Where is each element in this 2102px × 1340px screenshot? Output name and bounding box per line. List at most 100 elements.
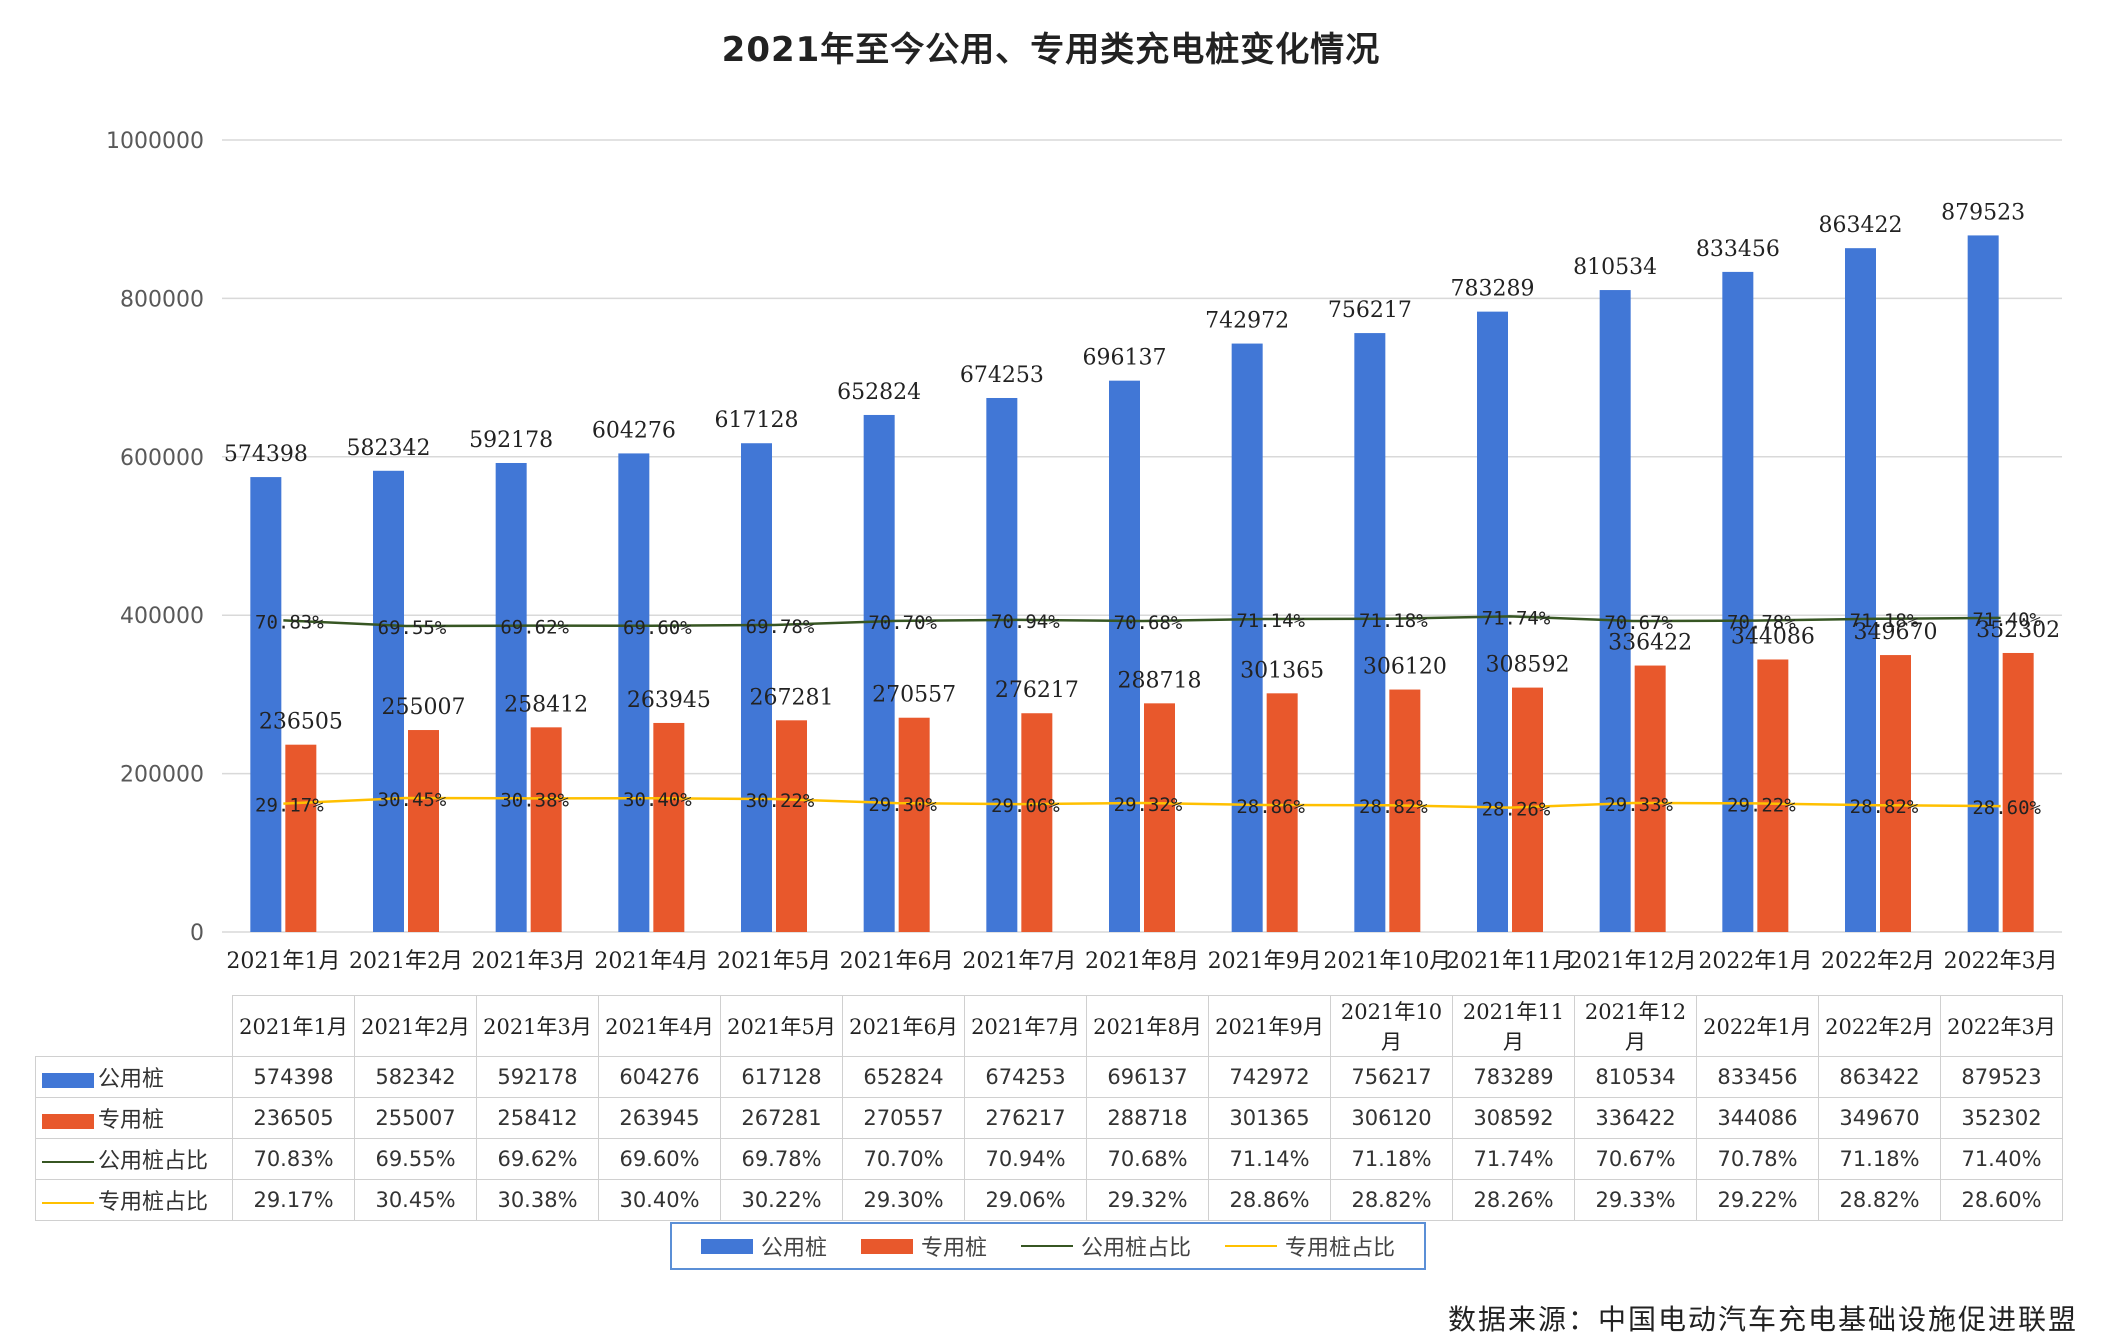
- table-row: 公用桩 574398 582342 592178 604276 617128 652824 6…: [35, 1056, 2063, 1098]
- table-col-header: 2021年11月: [1452, 995, 1575, 1057]
- table-cell: 306120: [1330, 1097, 1453, 1139]
- legend-item: 专用桩: [860, 1230, 987, 1262]
- bar-private-label: 352302: [1976, 618, 2060, 643]
- table-cell: 255007: [354, 1097, 477, 1139]
- bar-private-label: 258412: [504, 692, 588, 717]
- line-public-ratio-label: 71.18%: [1850, 610, 1919, 632]
- bar-private: [285, 744, 317, 932]
- bar-public-label: 756217: [1328, 298, 1412, 323]
- bar-private: [1389, 689, 1421, 932]
- legend-swatch: [700, 1238, 753, 1254]
- bar-public-label: 742972: [1205, 309, 1289, 334]
- table-cell: 879523: [1940, 1056, 2063, 1098]
- table-row: 专用桩占比 29.17% 30.45% 30.38% 30.40% 30.22% 29.30…: [35, 1179, 2063, 1221]
- bar-public-label: 652824: [837, 380, 921, 405]
- line-public-ratio-label: 71.18%: [1359, 610, 1428, 632]
- y-axis-ticks: 0 200000 400000 600000 800000 1000000: [106, 129, 204, 946]
- bar-public-label: 863422: [1819, 213, 1903, 238]
- table-col-header: 2021年2月: [354, 995, 477, 1057]
- y-tick-label: 1000000: [106, 129, 204, 154]
- table-row-label: 公用桩占比: [35, 1138, 233, 1180]
- table-cell: 70.94%: [964, 1138, 1087, 1180]
- bar-public: [618, 453, 650, 932]
- bar-public-label: 833456: [1696, 237, 1780, 262]
- table-cell: 617128: [720, 1056, 843, 1098]
- table-cell: 604276: [598, 1056, 721, 1098]
- table-cell: 29.06%: [964, 1179, 1087, 1221]
- bar-public: [1722, 271, 1754, 933]
- line-public-ratio-label: 71.14%: [1236, 610, 1305, 632]
- bar-private: [1880, 655, 1911, 932]
- table-cell: 810534: [1574, 1056, 1697, 1098]
- x-tick-label: 2022年1月: [1698, 949, 1812, 974]
- bar-private: [2002, 652, 2034, 932]
- line-private-ratio-label: 30.40%: [623, 789, 692, 811]
- x-tick-label: 2021年4月: [594, 949, 708, 974]
- line-private-ratio-label: 28.82%: [1359, 796, 1428, 818]
- line-private-ratio-label: 29.33%: [1604, 794, 1673, 816]
- table-cell: 674253: [964, 1056, 1087, 1098]
- data-labels: 574398 236505 582342 255007 592178 258412 6042…: [224, 200, 2060, 820]
- table-corner: [35, 995, 233, 1057]
- y-tick-label: 200000: [120, 763, 204, 788]
- table-cell: 71.18%: [1330, 1138, 1453, 1180]
- table-row: 专用桩 236505 255007 258412 263945 267281 270557 2…: [35, 1097, 2063, 1139]
- table-cell: 70.83%: [232, 1138, 355, 1180]
- series-name: 公用桩: [98, 1067, 165, 1092]
- line-public-ratio: [283, 615, 2001, 628]
- line-public-ratio-label: 70.70%: [868, 612, 937, 634]
- line-private-ratio-label: 29.17%: [255, 795, 324, 817]
- table-col-header: 2021年4月: [598, 995, 721, 1057]
- line-private-ratio-label: 28.60%: [1972, 797, 2041, 819]
- table-col-header: 2021年8月: [1086, 995, 1209, 1057]
- bar-public: [250, 477, 282, 932]
- bar-public-label: 592178: [469, 428, 553, 453]
- table-col-header: 2022年2月: [1818, 995, 1941, 1057]
- series-swatch: [42, 1072, 94, 1088]
- table-col-header: 2021年12月: [1574, 995, 1697, 1057]
- line-private-ratio-label: 28.86%: [1236, 796, 1305, 818]
- line-public-ratio-label: 69.55%: [378, 617, 447, 639]
- table-cell: 29.33%: [1574, 1179, 1697, 1221]
- table-cell: 742972: [1208, 1056, 1331, 1098]
- bar-private-label: 288718: [1118, 668, 1202, 693]
- bar-private: [1266, 693, 1298, 932]
- x-tick-label: 2021年12月: [1569, 949, 1697, 974]
- x-tick-label: 2022年3月: [1944, 949, 2058, 974]
- line-private-ratio-label: 29.06%: [991, 795, 1060, 817]
- bar-public-label: 604276: [592, 418, 676, 443]
- table-cell: 236505: [232, 1097, 355, 1139]
- table-col-header: 2021年5月: [720, 995, 843, 1057]
- bar-public: [986, 397, 1018, 932]
- bar-private-label: 301365: [1240, 658, 1324, 683]
- table-row-label: 专用桩: [35, 1097, 233, 1139]
- table-cell: 70.78%: [1696, 1138, 1819, 1180]
- bar-public: [863, 414, 895, 932]
- line-private-ratio-label: 29.32%: [1114, 794, 1183, 816]
- line-public-ratio-label: 69.62%: [500, 617, 569, 639]
- legend-label: 专用桩: [920, 1236, 987, 1261]
- bar-private: [408, 730, 439, 932]
- legend-label: 公用桩: [760, 1236, 827, 1261]
- legend-label: 公用桩占比: [1081, 1236, 1192, 1261]
- table-cell: 263945: [598, 1097, 721, 1139]
- bar-public-label: 783289: [1451, 277, 1535, 302]
- bar-private-label: 344086: [1731, 624, 1815, 649]
- series-name: 专用桩占比: [98, 1190, 209, 1215]
- line-public-ratio-label: 70.94%: [991, 611, 1060, 633]
- bar-private-label: 270557: [872, 683, 956, 708]
- table-cell: 69.78%: [720, 1138, 843, 1180]
- series-swatch: [42, 1113, 94, 1129]
- bar-public-label: 674253: [960, 363, 1044, 388]
- table-cell: 70.68%: [1086, 1138, 1209, 1180]
- source-note: 数据来源：中国电动汽车充电基础设施促进联盟: [1447, 1303, 2078, 1336]
- table-col-header: 2021年1月: [232, 995, 355, 1057]
- legend-item: 专用桩占比: [1225, 1230, 1395, 1262]
- line-private-ratio-label: 30.22%: [746, 790, 815, 812]
- x-axis-ticks: 2021年1月 2021年2月 2021年3月 2021年4月 2021年5月 2021年…: [226, 949, 2057, 974]
- table-cell: 30.22%: [720, 1179, 843, 1221]
- table-cell: 30.45%: [354, 1179, 477, 1221]
- bar-private-label: 255007: [382, 695, 466, 720]
- x-tick-label: 2021年10月: [1323, 949, 1451, 974]
- line-private-ratio-label: 29.30%: [868, 794, 937, 816]
